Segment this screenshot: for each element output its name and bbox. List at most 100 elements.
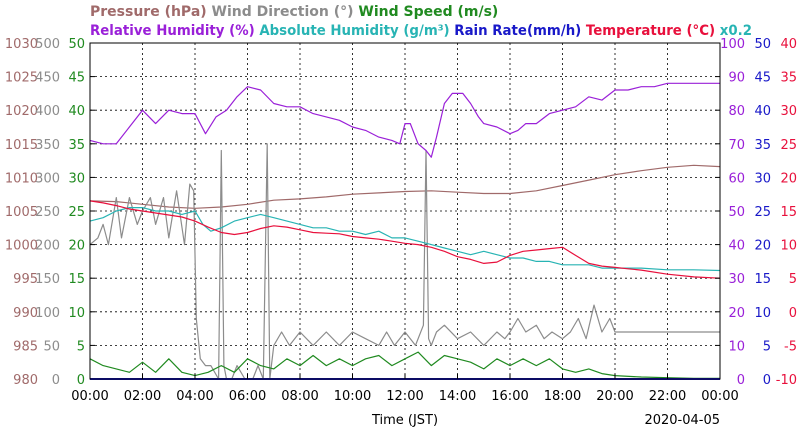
tick-label: 0 [763,373,771,388]
tick-label: 985 [13,339,38,354]
legend-entry: Relative Humidity (%) [90,23,255,39]
tick-label: 100 [35,306,60,321]
tick-label: 0 [77,373,85,388]
legend-row-1: Pressure (hPa) Wind Direction (°) Wind S… [90,4,498,20]
tick-label: 1015 [5,138,38,153]
tick-label: 30 [754,171,771,186]
x-tick-label: 02:00 [124,389,161,404]
tick-label: 1000 [5,239,38,254]
x-tick-label: 20:00 [596,389,633,404]
x-tick-label: 16:00 [491,389,528,404]
tick-label: 995 [13,272,38,287]
series-line [89,207,721,272]
tick-label: 10 [728,339,745,354]
series-line [89,200,721,279]
tick-label: 300 [35,171,60,186]
tick-label: 30 [728,272,745,287]
tick-label: 40 [68,104,85,119]
grid [90,43,720,379]
tick-label: 450 [35,71,60,86]
tick-label: 5 [789,272,797,287]
tick-label: 50 [68,37,85,52]
tick-label: 90 [728,71,745,86]
tick-label: 400 [35,104,60,119]
tick-label: 50 [728,205,745,220]
tick-label: 0 [789,306,797,321]
legend-entry: Pressure (hPa) [90,4,207,20]
tick-label: 35 [68,138,85,153]
tick-label: 10 [780,239,797,254]
legend-row-2: Relative Humidity (%) Absolute Humidity … [90,23,752,39]
x-axis: 00:00 02:00 04:00 06:00 08:00 10:00 12:00 14:00… [71,389,738,428]
legend-entry: Wind Speed (m/s) [354,4,499,20]
x-tick-label: 04:00 [176,389,213,404]
tick-label: 30 [68,171,85,186]
tick-label: 990 [13,306,38,321]
tick-label: 1030 [5,37,38,52]
tick-label: 20 [728,306,745,321]
tick-label: 350 [35,138,60,153]
tick-label: 1010 [5,171,38,186]
x-tick-label: 00:00 [71,389,108,404]
tick-label: 1005 [5,205,38,220]
tick-label: 20 [780,171,797,186]
x-tick-label: 06:00 [229,389,266,404]
tick-label: 20 [68,239,85,254]
tick-label: 1025 [5,71,38,86]
tick-label: 80 [728,104,745,119]
x-tick-label: 18:00 [544,389,581,404]
tick-label: 5 [763,339,771,354]
legend: Pressure (hPa) Wind Direction (°) Wind S… [90,4,752,39]
tick-label: -10 [776,373,797,388]
tick-label: 15 [754,272,771,287]
tick-label: 250 [35,205,60,220]
legend-entry: Rain Rate(mm/h) [450,23,582,39]
x-tick-label: 22:00 [649,389,686,404]
tick-label: 45 [68,71,85,86]
tick-label: 0 [737,373,745,388]
x-tick-label: 14:00 [439,389,476,404]
tick-label: 40 [780,37,797,52]
tick-label: 60 [728,171,745,186]
legend-entry: Temperature (°C) [581,23,715,39]
tick-label: 45 [754,71,771,86]
x-tick-label: 10:00 [334,389,371,404]
x-tick-label: 00:00 [701,389,738,404]
series-line [89,351,720,379]
legend-entry: Absolute Humidity (g/m³) [255,23,450,39]
x-tick-label: 12:00 [386,389,423,404]
legend-entry: x0.2 [715,23,752,39]
tick-label: 15 [68,272,85,287]
tick-label: 40 [728,239,745,254]
tick-label: 50 [43,339,60,354]
tick-label: 500 [35,37,60,52]
x-tick-label: 08:00 [281,389,318,404]
tick-label: 150 [35,272,60,287]
tick-label: 25 [780,138,797,153]
tick-label: 200 [35,239,60,254]
tick-label: 50 [754,37,771,52]
date-label: 2020-04-05 [644,413,720,428]
tick-label: 1020 [5,104,38,119]
tick-label: 25 [754,205,771,220]
tick-label: 40 [754,104,771,119]
tick-label: 10 [68,306,85,321]
right-axes: 1009080706050403020100504540353025201510… [720,37,797,388]
tick-label: 35 [780,71,797,86]
tick-label: 100 [720,37,745,52]
tick-label: 10 [754,306,771,321]
tick-label: 30 [780,104,797,119]
legend-entry: Wind Direction (°) [207,4,354,20]
tick-label: -5 [784,339,797,354]
series-line [89,82,720,158]
left-axes: 1030102510201015101010051000995990985980… [5,37,85,388]
x-axis-title: Time (JST) [371,413,438,428]
tick-label: 70 [728,138,745,153]
tick-label: 15 [780,205,797,220]
tick-label: 25 [68,205,85,220]
tick-label: 980 [13,373,38,388]
series-line [89,164,721,209]
series-line [89,143,720,380]
tick-label: 5 [77,339,85,354]
